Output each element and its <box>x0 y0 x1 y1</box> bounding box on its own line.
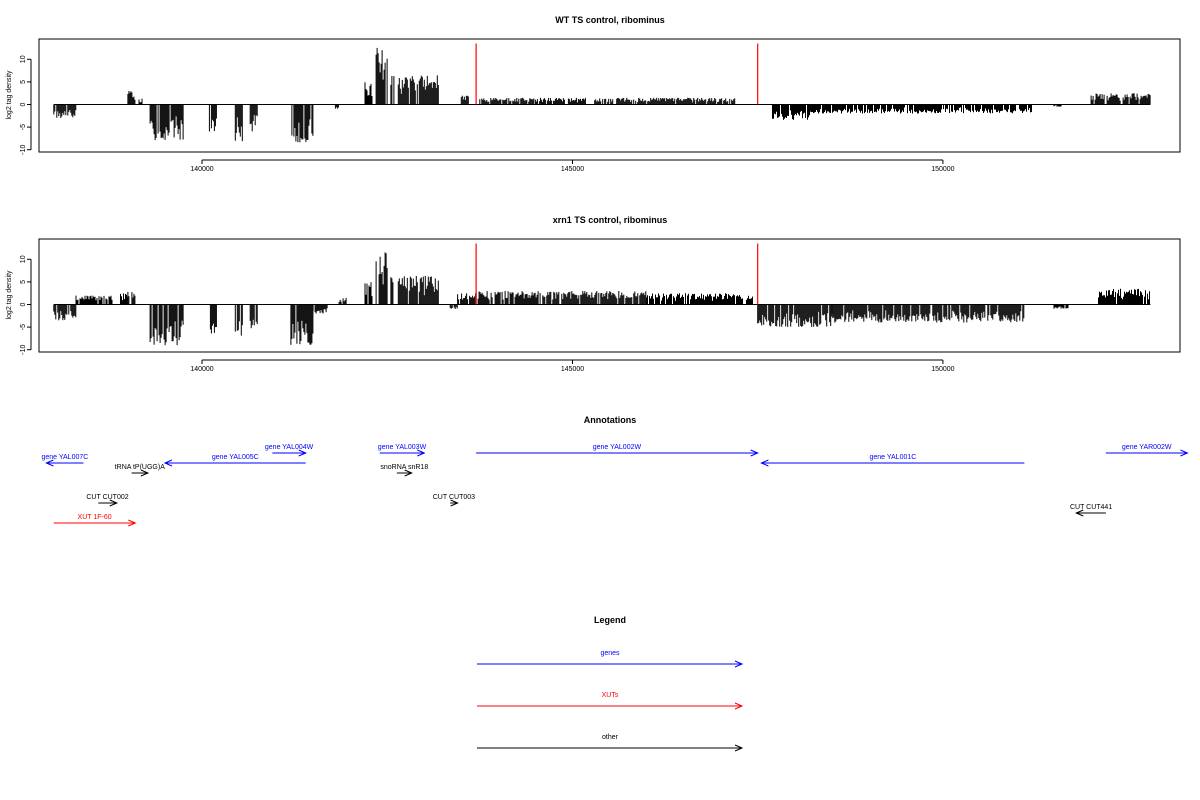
annotation-features: gene YAL007C gene YAL005C gene YAL004W tRNA… <box>41 444 1189 527</box>
wt-y-tick-label-0: 0 <box>20 102 27 106</box>
xrn1-markers <box>475 243 759 305</box>
annotation-feature-6: gene YAL002W <box>476 444 759 457</box>
legend-label: genes <box>600 650 620 657</box>
xrn1-y-tick-label-5: 5 <box>20 280 27 284</box>
annotation-label: XUT 1F-60 <box>78 514 112 521</box>
annotation-label: CUT CUT441 <box>1070 504 1112 511</box>
annotation-label: snoRNA snR18 <box>380 464 428 471</box>
xrn1-x-tick-label-145000: 145000 <box>561 366 584 373</box>
annotation-label: tRNA tP(UGG)A <box>115 464 166 471</box>
annotation-feature-7: gene YAL001C <box>760 454 1025 467</box>
annotation-label: CUT CUT002 <box>86 494 128 501</box>
wt-bars <box>53 47 1151 143</box>
xrn1-plot-frame <box>38 238 1181 353</box>
legend-entries: genes XUTs other <box>477 650 744 752</box>
wt-y-axis-label: log2 tag density <box>6 70 13 120</box>
annotation-feature-5: snoRNA snR18 <box>380 464 428 477</box>
legend-title: Legend <box>594 615 626 625</box>
annotation-feature-11: CUT CUT441 <box>1070 504 1112 517</box>
annotation-feature-0: gene YAL007C <box>41 454 88 467</box>
annotation-arrowhead <box>45 459 54 467</box>
legend-panel: Legend genes XUTs other <box>477 615 744 752</box>
xrn1-y-tick-label--10: -10 <box>20 345 27 355</box>
legend-label: XUTs <box>602 692 619 699</box>
legend-entry-other: other <box>477 734 744 752</box>
wt-markers <box>475 43 759 105</box>
wt-y-axis: -10 -5 0 5 10 <box>20 55 32 155</box>
annotation-feature-12: XUT 1F-60 <box>53 514 137 527</box>
annotation-feature-3: tRNA tP(UGG)A <box>115 464 166 477</box>
xrn1-bars <box>53 252 1150 346</box>
wt-y-tick-label-10: 10 <box>20 55 27 63</box>
annotation-arrowhead <box>140 469 150 477</box>
annotation-arrowhead <box>298 449 307 457</box>
annotation-arrowhead <box>417 449 426 457</box>
annotation-label: CUT CUT003 <box>433 494 475 501</box>
xrn1-y-axis-label: log2 tag density <box>6 270 13 320</box>
wt-track-panel: WT TS control, ribominus log2 tag densit… <box>6 15 1181 173</box>
legend-label: other <box>602 734 619 741</box>
annotation-label: gene YAL005C <box>212 454 259 461</box>
annotation-label: gene YAL001C <box>869 454 916 461</box>
xrn1-y-tick-label-10: 10 <box>20 255 27 263</box>
annotation-arrowhead <box>109 499 119 507</box>
xrn1-y-tick-label-0: 0 <box>20 302 27 306</box>
wt-plot-frame <box>38 38 1181 153</box>
xrn1-track-panel: xrn1 TS control, ribominus log2 tag dens… <box>6 215 1181 373</box>
wt-x-axis: 140000 145000 150000 <box>190 159 955 173</box>
annotation-feature-10: CUT CUT003 <box>433 494 475 507</box>
annotation-arrowhead <box>128 519 137 527</box>
legend-arrowhead <box>734 702 744 710</box>
annotation-feature-1: gene YAL005C <box>163 454 306 467</box>
xrn1-y-tick-label--5: -5 <box>20 324 27 330</box>
annotation-arrowhead <box>760 459 769 467</box>
xrn1-x-tick-label-150000: 150000 <box>931 366 954 373</box>
annotation-label: gene YAR002W <box>1122 444 1172 451</box>
xrn1-track-title: xrn1 TS control, ribominus <box>553 215 668 225</box>
annotations-title: Annotations <box>584 415 637 425</box>
legend-entry-XUTs: XUTs <box>477 692 744 710</box>
wt-track-title: WT TS control, ribominus <box>555 15 665 25</box>
legend-entry-genes: genes <box>477 650 744 668</box>
wt-y-tick-label-5: 5 <box>20 80 27 84</box>
xrn1-y-axis: -10 -5 0 5 10 <box>20 255 32 355</box>
wt-y-tick-label--10: -10 <box>20 145 27 155</box>
annotation-feature-9: CUT CUT002 <box>86 494 129 507</box>
annotation-arrowhead <box>404 469 413 477</box>
annotation-arrowhead <box>163 459 173 467</box>
wt-y-tick-label--5: -5 <box>20 124 27 130</box>
annotation-arrowhead <box>1075 509 1084 517</box>
annotation-arrowhead <box>1180 449 1189 457</box>
annotation-arrowhead <box>450 499 459 507</box>
annotation-label: gene YAL004W <box>265 444 314 451</box>
annotation-feature-2: gene YAL004W <box>265 444 314 457</box>
legend-arrowhead <box>734 744 744 752</box>
wt-x-tick-label-150000: 150000 <box>931 166 954 173</box>
annotation-label: gene YAL003W <box>378 444 427 451</box>
annotations-panel: Annotations gene YAL007C gene YAL005Cgene… <box>41 415 1189 527</box>
annotation-feature-4: gene YAL003W <box>378 444 427 457</box>
annotation-label: gene YAL002W <box>593 444 642 451</box>
wt-x-tick-label-140000: 140000 <box>190 166 213 173</box>
wt-x-tick-label-145000: 145000 <box>561 166 584 173</box>
legend-arrowhead <box>734 660 744 668</box>
annotation-arrowhead <box>750 449 759 457</box>
annotation-label: gene YAL007C <box>41 454 88 461</box>
xrn1-x-tick-label-140000: 140000 <box>190 366 213 373</box>
annotation-feature-8: gene YAR002W <box>1105 444 1189 457</box>
xrn1-x-axis: 140000 145000 150000 <box>190 359 955 373</box>
